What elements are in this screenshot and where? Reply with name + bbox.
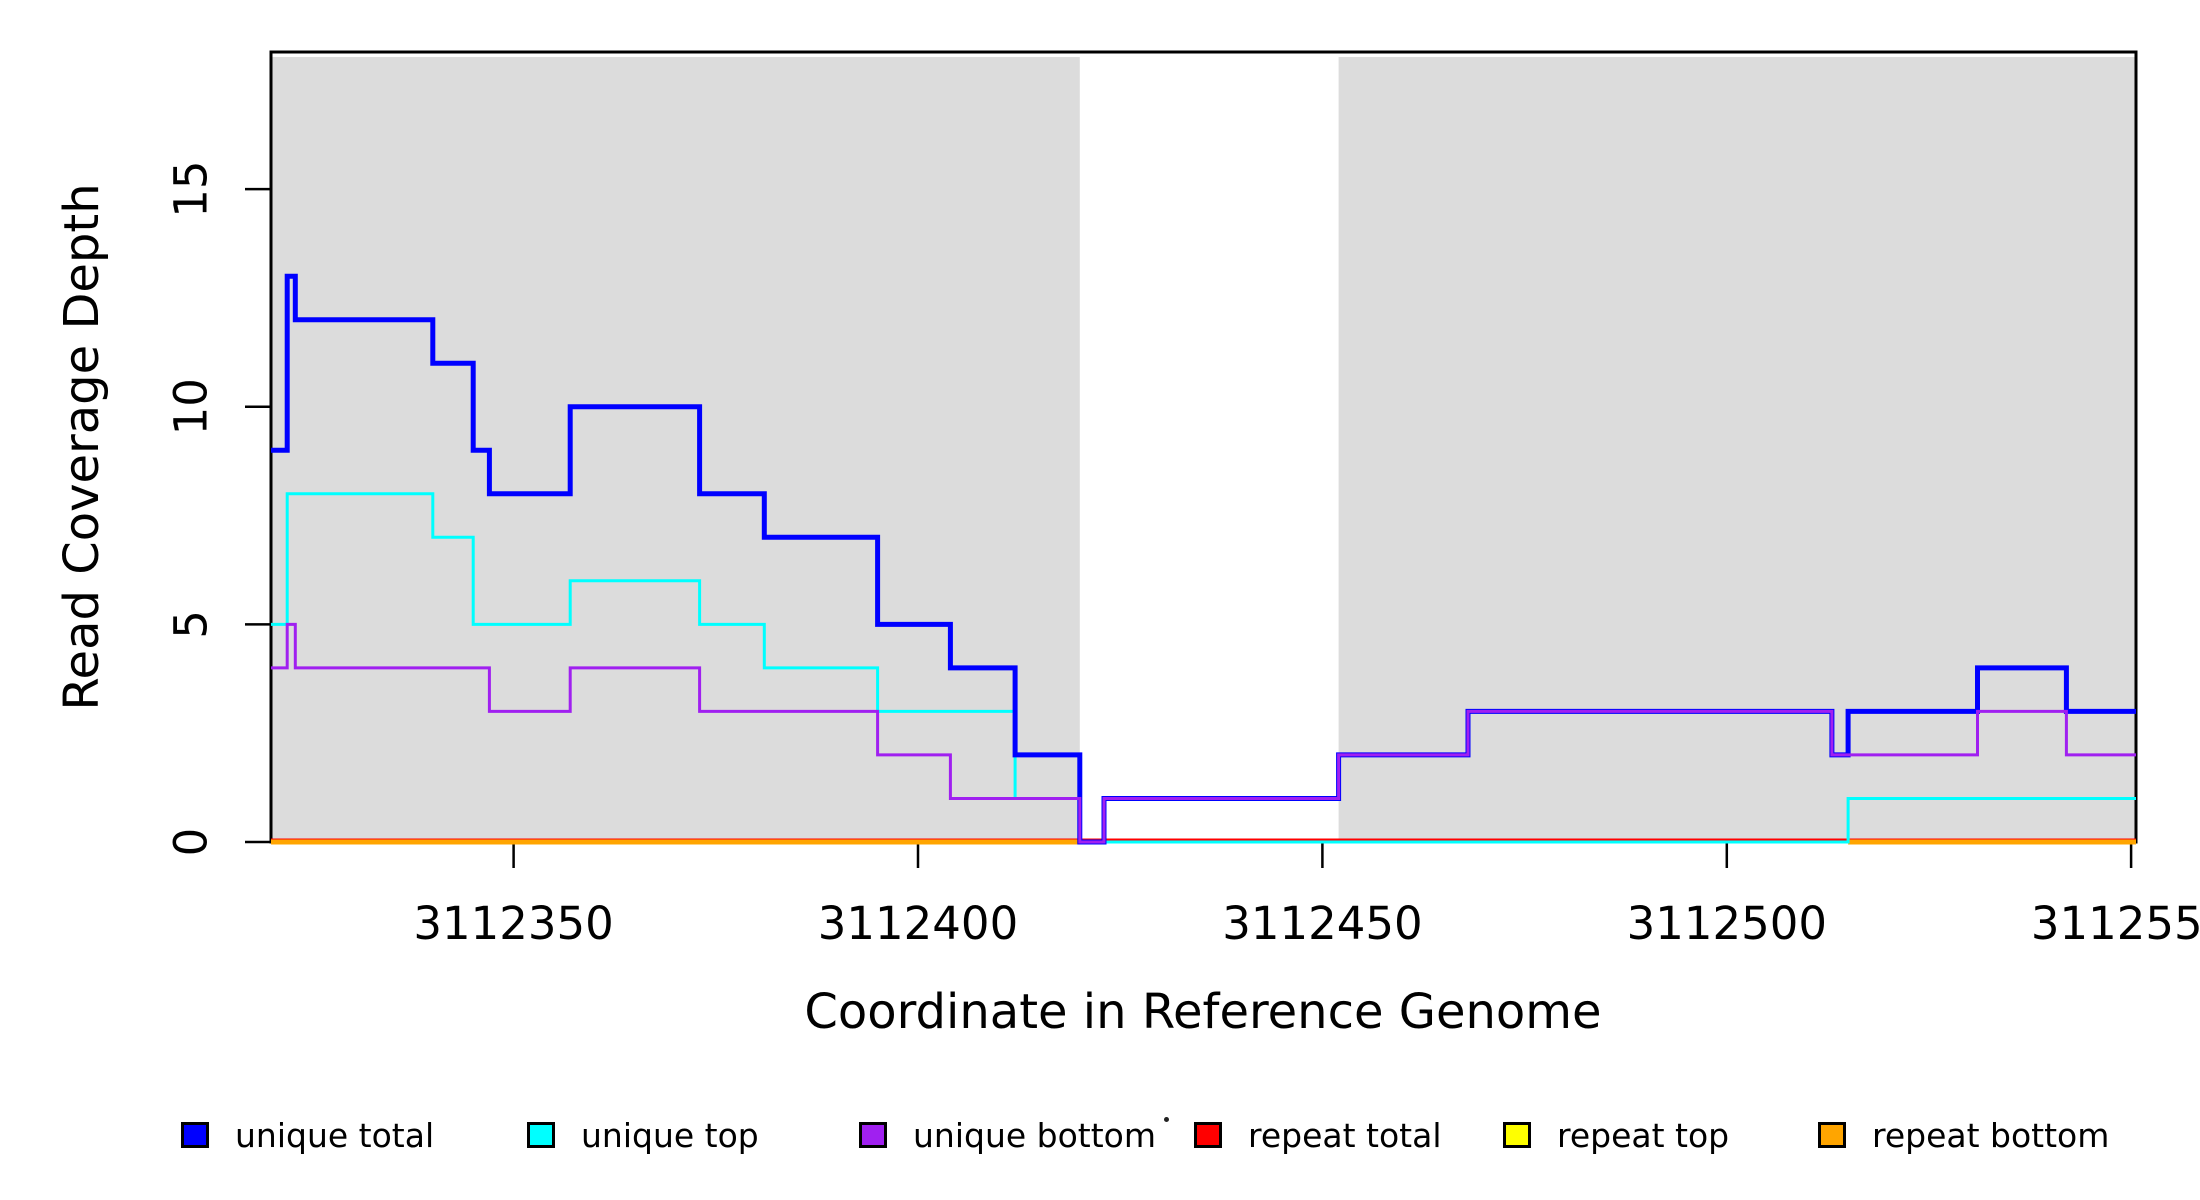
x-axis-title: Coordinate in Reference Genome	[804, 984, 1602, 1040]
repeat-masked-left-region	[271, 57, 1080, 842]
y-tick-label: 10	[165, 378, 218, 435]
y-axis-title: Read Coverage Depth	[54, 183, 110, 711]
y-tick-label: 15	[165, 160, 218, 217]
series-unique-bottom-line	[271, 622, 2136, 844]
x-tick-label: 3112500	[1627, 897, 1827, 950]
x-tick-label: 3112450	[1222, 897, 1422, 950]
x-tick-label: 3112400	[818, 897, 1018, 950]
x-tick-label: 3112350	[413, 897, 613, 950]
stray-dot-artifact	[1164, 1117, 1169, 1122]
y-tick-label: 5	[165, 610, 218, 639]
y-tick-label: 0	[165, 828, 218, 857]
repeat-masked-right-region	[1338, 57, 2136, 842]
